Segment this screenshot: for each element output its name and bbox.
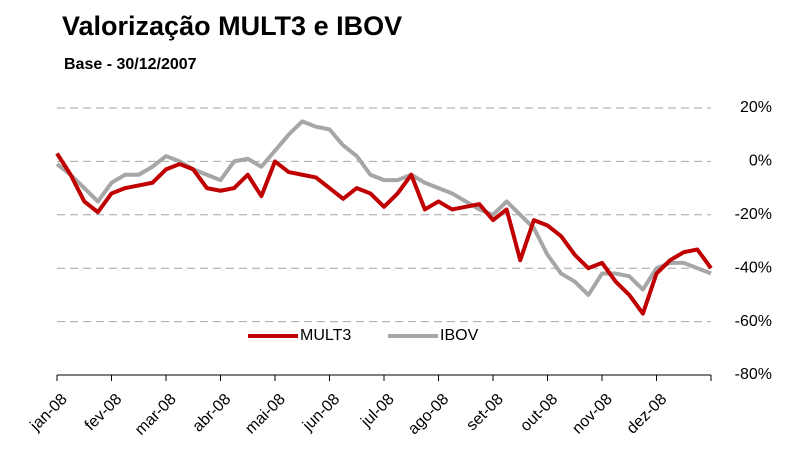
x-tick-label: jun-08	[299, 391, 343, 435]
x-tick-label: dez-08	[624, 391, 671, 438]
x-tick-label: jan-08	[27, 391, 71, 435]
y-tick-label: 20%	[740, 99, 772, 116]
y-tick-label: 0%	[749, 153, 772, 170]
series-line	[55, 119, 712, 297]
legend-label: MULT3	[300, 327, 351, 344]
y-tick-label: -20%	[735, 206, 772, 223]
y-tick-label: -40%	[735, 259, 772, 276]
series-line	[55, 152, 713, 316]
x-tick-label: abr-08	[190, 391, 235, 436]
x-tick-label: out-08	[517, 391, 561, 435]
y-tick-label: -80%	[735, 366, 772, 383]
chart-title: Valorização MULT3 e IBOV	[62, 11, 402, 41]
x-tick-label: ago-08	[405, 391, 452, 438]
x-tick-label: fev-08	[82, 391, 126, 435]
x-tick-label: nov-08	[569, 391, 616, 438]
chart-subtitle: Base - 30/12/2007	[64, 56, 197, 73]
y-tick-label: -60%	[735, 313, 772, 330]
x-tick-label: mai-08	[242, 391, 289, 438]
x-tick-label: mar-08	[132, 391, 180, 439]
legend-label: IBOV	[440, 327, 479, 344]
x-tick-label: jul-08	[357, 391, 397, 431]
x-tick-label: set-08	[463, 391, 507, 435]
